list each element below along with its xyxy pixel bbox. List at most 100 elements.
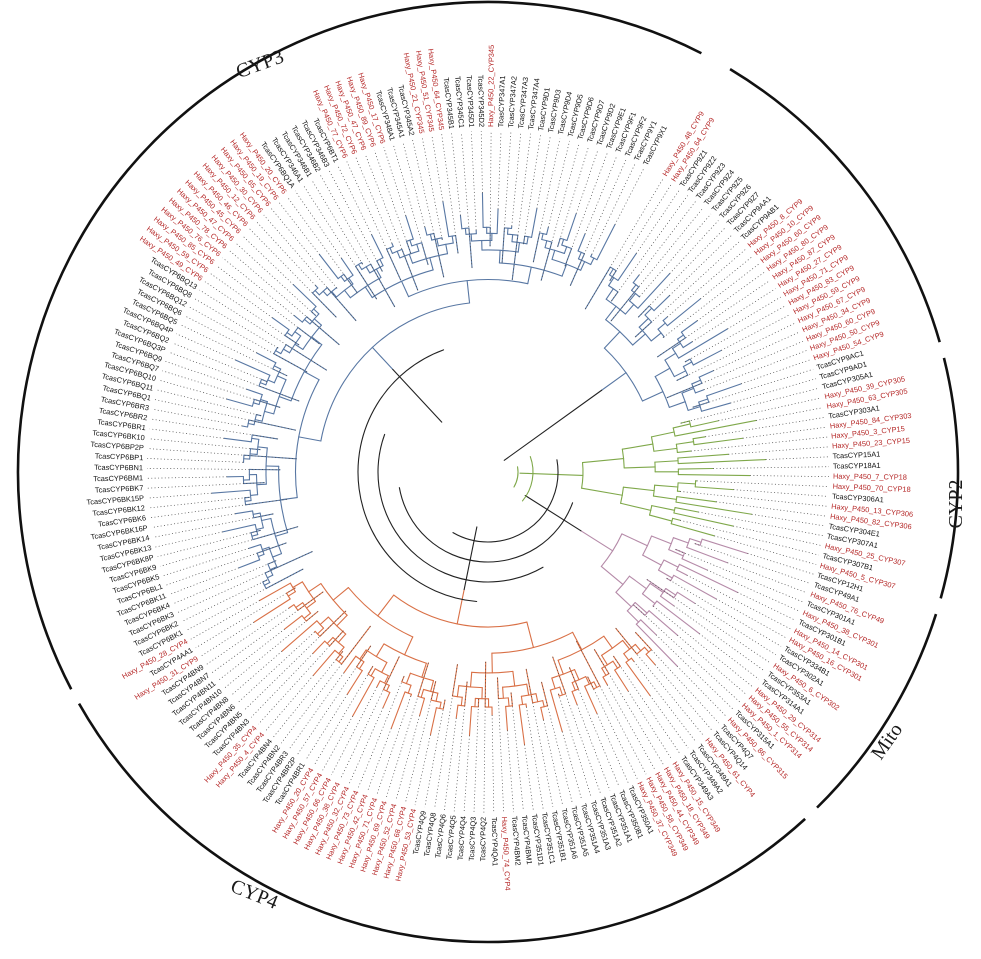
leaf-guide-line <box>558 693 592 798</box>
leaf-guide-line <box>243 610 346 711</box>
leaf-guide-line <box>337 165 373 236</box>
tree-branch <box>297 591 324 611</box>
tree-branch <box>628 292 637 302</box>
tree-branch <box>303 371 320 381</box>
tree-branch <box>246 388 263 396</box>
tree-branch <box>649 582 664 593</box>
leaf-label: TcasCYP4QA1 <box>490 817 500 866</box>
tree-branch <box>404 636 414 656</box>
tree-branch <box>654 367 671 378</box>
tree-branch <box>603 331 621 349</box>
leaf-label: TcasCYP4Q3 <box>467 817 478 862</box>
tree-branch <box>235 359 271 376</box>
leaf-guide-line <box>694 603 777 656</box>
tree-branch <box>292 581 303 589</box>
leaf-guide-line <box>627 690 673 760</box>
leaf-guide-line <box>587 676 638 779</box>
leaf-guide-line <box>691 288 776 343</box>
tree-branch <box>681 558 708 571</box>
tree-branch <box>532 232 541 263</box>
leaf-guide-line <box>633 604 741 703</box>
tree-branch <box>615 591 632 608</box>
leaf-guide-line <box>147 482 265 489</box>
leaf-guide-line <box>676 322 795 381</box>
leaf-guide-line <box>749 475 829 477</box>
leaf-guide-line <box>511 132 522 227</box>
clade-arc <box>729 68 941 343</box>
leaf-guide-line <box>714 535 817 565</box>
tree-branch <box>634 643 642 652</box>
leaf-guide-line <box>177 551 313 614</box>
leaf-guide-line <box>250 653 314 718</box>
leaf-label: TcasCYP347A2 <box>506 76 518 128</box>
tree-branch <box>311 336 323 346</box>
tree-branch <box>261 546 270 551</box>
tree-branch <box>641 391 664 402</box>
tree-branch <box>600 565 624 585</box>
tree-branch <box>337 633 347 643</box>
tree-branch <box>689 538 702 543</box>
leaf-guide-line <box>491 714 495 813</box>
tree-branch <box>518 704 526 746</box>
tree-branch <box>234 510 254 515</box>
tree-branch <box>409 239 413 247</box>
leaf-guide-line <box>615 628 705 737</box>
tree-branch <box>657 569 673 579</box>
tree-branch <box>651 505 676 511</box>
leaf-guide-line <box>147 492 212 499</box>
leaf-guide-line <box>523 135 541 244</box>
tree-branch <box>676 450 692 454</box>
tree-branch <box>601 372 627 391</box>
leaf-guide-line <box>543 719 563 805</box>
tree-branch <box>364 286 373 299</box>
leaf-guide-line <box>424 699 446 808</box>
tree-branch <box>637 273 671 309</box>
leaf-guide-line <box>184 315 258 354</box>
leaf-guide-line <box>212 591 324 673</box>
leaf-guide-line <box>721 314 791 351</box>
leaf-label: TcasCYP347A1 <box>496 75 507 127</box>
leaf-label: TcasCYP6BK7 <box>95 483 144 494</box>
tree-branch <box>359 649 367 660</box>
tree-branch <box>577 233 586 252</box>
leaf-guide-line <box>635 632 720 724</box>
tree-branch <box>407 684 412 694</box>
clade-arc <box>816 613 938 809</box>
tree-branch <box>272 553 283 558</box>
tree-branch <box>312 649 336 676</box>
tree-branch <box>241 425 249 428</box>
tree-branch <box>654 460 679 463</box>
tree-branch <box>298 436 322 442</box>
leaf-guide-line <box>638 201 696 276</box>
tree-branch <box>654 484 679 488</box>
leaf-guide-line <box>168 351 300 402</box>
tree-branch <box>313 318 323 326</box>
leaf-guide-line <box>747 553 814 575</box>
leaf-guide-line <box>364 153 419 291</box>
tree-branch <box>612 660 619 669</box>
tree-branch <box>243 454 298 460</box>
leaf-guide-line <box>169 567 239 595</box>
tree-branch <box>686 546 728 564</box>
tree-branch <box>294 331 302 337</box>
leaf-guide-line <box>676 665 727 717</box>
leaf-label: Haxy_P450_7_CYP18 <box>833 472 907 482</box>
leaf-guide-line <box>151 513 236 528</box>
tree-branch <box>526 236 529 245</box>
leaf-guide-line <box>242 235 294 286</box>
tree-branch <box>340 257 354 276</box>
tree-branch <box>358 263 363 271</box>
tree-branch <box>466 280 471 304</box>
leaf-guide-line <box>147 476 228 479</box>
tree-branch <box>261 517 272 522</box>
leaf-guide-line <box>669 220 719 274</box>
tree-branch <box>319 610 347 637</box>
leaf-label: TcasCYP4Q5 <box>444 815 457 860</box>
tree-branch <box>250 529 261 534</box>
tree-branch <box>692 436 706 440</box>
leaf-guide-line <box>649 695 689 749</box>
tree-branch <box>386 684 390 692</box>
tree-branch <box>370 668 376 677</box>
tree-branch <box>391 242 394 247</box>
leaf-guide-line <box>679 519 819 556</box>
